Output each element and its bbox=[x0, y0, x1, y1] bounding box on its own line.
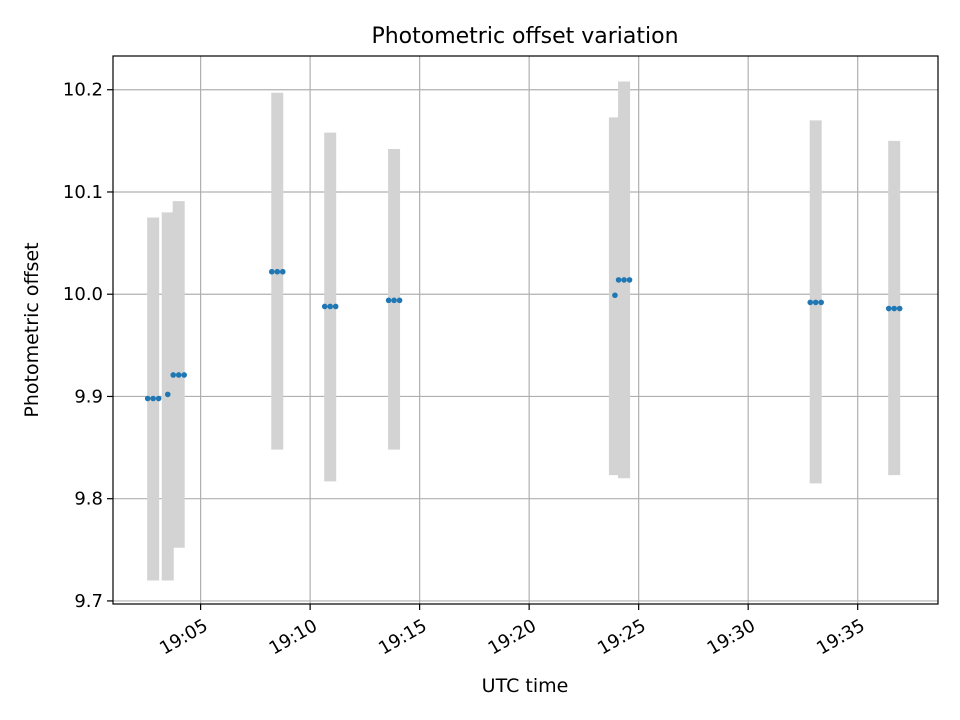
data-point bbox=[144, 395, 151, 402]
data-point bbox=[812, 299, 819, 306]
data-point bbox=[818, 299, 824, 306]
data-point bbox=[321, 303, 328, 310]
data-point bbox=[385, 297, 392, 304]
data-point bbox=[155, 395, 162, 402]
data-point bbox=[621, 277, 627, 283]
data-point bbox=[391, 297, 397, 304]
data-point bbox=[274, 268, 281, 275]
data-point bbox=[626, 277, 633, 283]
data-point bbox=[396, 297, 403, 304]
data-point bbox=[279, 268, 286, 275]
y-tick-label: 10.0 bbox=[63, 284, 103, 305]
data-point-layer bbox=[144, 268, 903, 402]
x-axis-label: UTC time bbox=[482, 675, 569, 697]
data-point bbox=[170, 372, 177, 378]
data-point bbox=[885, 305, 892, 312]
data-point bbox=[807, 299, 814, 306]
y-tick-label: 9.8 bbox=[74, 489, 103, 510]
y-tick-label: 9.9 bbox=[74, 386, 103, 407]
data-point bbox=[150, 395, 156, 402]
y-tick-label: 10.2 bbox=[63, 80, 103, 101]
plot-frame bbox=[112, 55, 939, 605]
data-point bbox=[615, 277, 622, 283]
data-point bbox=[332, 303, 339, 310]
y-tick-label: 9.7 bbox=[74, 591, 103, 612]
data-point bbox=[612, 292, 618, 299]
y-axis-label: Photometric offset bbox=[21, 242, 43, 417]
grid-layer bbox=[113, 56, 938, 604]
y-tick-label: 10.1 bbox=[63, 182, 103, 203]
chart-title: Photometric offset variation bbox=[371, 24, 678, 49]
data-point bbox=[268, 268, 275, 275]
data-point bbox=[327, 303, 334, 310]
data-point bbox=[164, 391, 171, 398]
data-point bbox=[891, 305, 897, 312]
data-point bbox=[181, 372, 187, 378]
data-point bbox=[175, 372, 182, 378]
data-point bbox=[896, 305, 903, 312]
